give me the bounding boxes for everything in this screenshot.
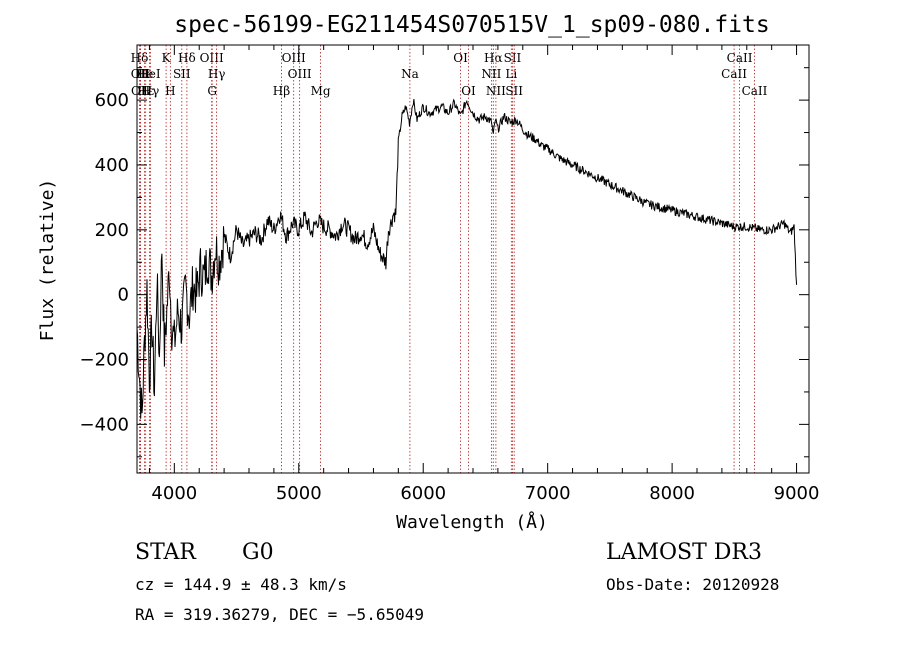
emission-line-label: SII (505, 84, 523, 98)
emission-line-label: Na (401, 67, 419, 81)
emission-line-label: Mg (311, 84, 331, 98)
redshift-text: cz = 144.9 ± 48.3 km/s (135, 575, 347, 594)
emission-line-label: CaII (721, 67, 747, 81)
emission-line-label: OIII (282, 51, 306, 65)
y-tick-label: −200 (80, 350, 129, 371)
y-tick-label: −400 (80, 414, 129, 435)
x-tick-label: 7000 (525, 483, 571, 504)
spectrum-series (136, 98, 798, 419)
emission-line-label: CaII (727, 51, 753, 65)
x-tick-label: 8000 (649, 483, 695, 504)
y-tick-label: 600 (95, 90, 129, 111)
emission-line-label: OIII (288, 67, 312, 81)
emission-line-label: OI (453, 51, 468, 65)
x-tick-label: 5000 (276, 483, 322, 504)
x-tick-label: 6000 (400, 483, 446, 504)
chart-title: spec-56199-EG211454S070515V_1_sp09-080.f… (174, 12, 769, 38)
obs-date-text: Obs-Date: 20120928 (606, 575, 780, 594)
x-tick-label: 9000 (774, 483, 820, 504)
y-tick-label: 400 (95, 155, 129, 176)
x-axis-label: Wavelength (Å) (396, 511, 548, 533)
emission-line-label: Hδ (131, 51, 149, 65)
spectrum-line (136, 98, 798, 419)
plot-frame (136, 44, 810, 474)
emission-line-label: CaII (742, 84, 768, 98)
emission-line-label: NII (481, 67, 501, 81)
y-tick-label: 200 (95, 220, 129, 241)
emission-line-label: Hδ (178, 51, 196, 65)
emission-line-label: NII (486, 84, 506, 98)
emission-line-label: Hγ (142, 84, 160, 98)
emission-line-label: Hγ (208, 67, 226, 81)
emission-line-label: SII (504, 51, 522, 65)
emission-line-label: Hβ (273, 84, 290, 98)
emission-line-label: G (207, 84, 217, 98)
x-axis: 4000 5000 6000 7000 8000 9000 (148, 45, 820, 504)
y-axis-label: Flux (relative) (37, 179, 58, 342)
object-subclass: G0 (242, 540, 274, 565)
emission-line-label: SII (173, 67, 191, 81)
emission-line-label: HeI (138, 67, 161, 81)
coordinates-text: RA = 319.36279, DEC = −5.65049 (135, 605, 424, 624)
emission-line-label: OI (461, 84, 476, 98)
x-tick-label: 4000 (151, 483, 197, 504)
emission-line-label: Hε (137, 84, 154, 98)
emission-line-label: He (136, 67, 154, 81)
emission-line-label: OIII (200, 51, 224, 65)
y-axis: −400 −200 0 200 400 600 (80, 67, 809, 458)
emission-line-label: Li (505, 67, 517, 81)
emission-line-label: K (162, 51, 172, 65)
y-tick-label: 0 (118, 285, 129, 306)
emission-line-label: Hα (484, 51, 503, 65)
survey-label: LAMOST DR3 (606, 540, 762, 565)
emission-line-label: H (165, 84, 175, 98)
object-class: STAR (135, 540, 196, 565)
